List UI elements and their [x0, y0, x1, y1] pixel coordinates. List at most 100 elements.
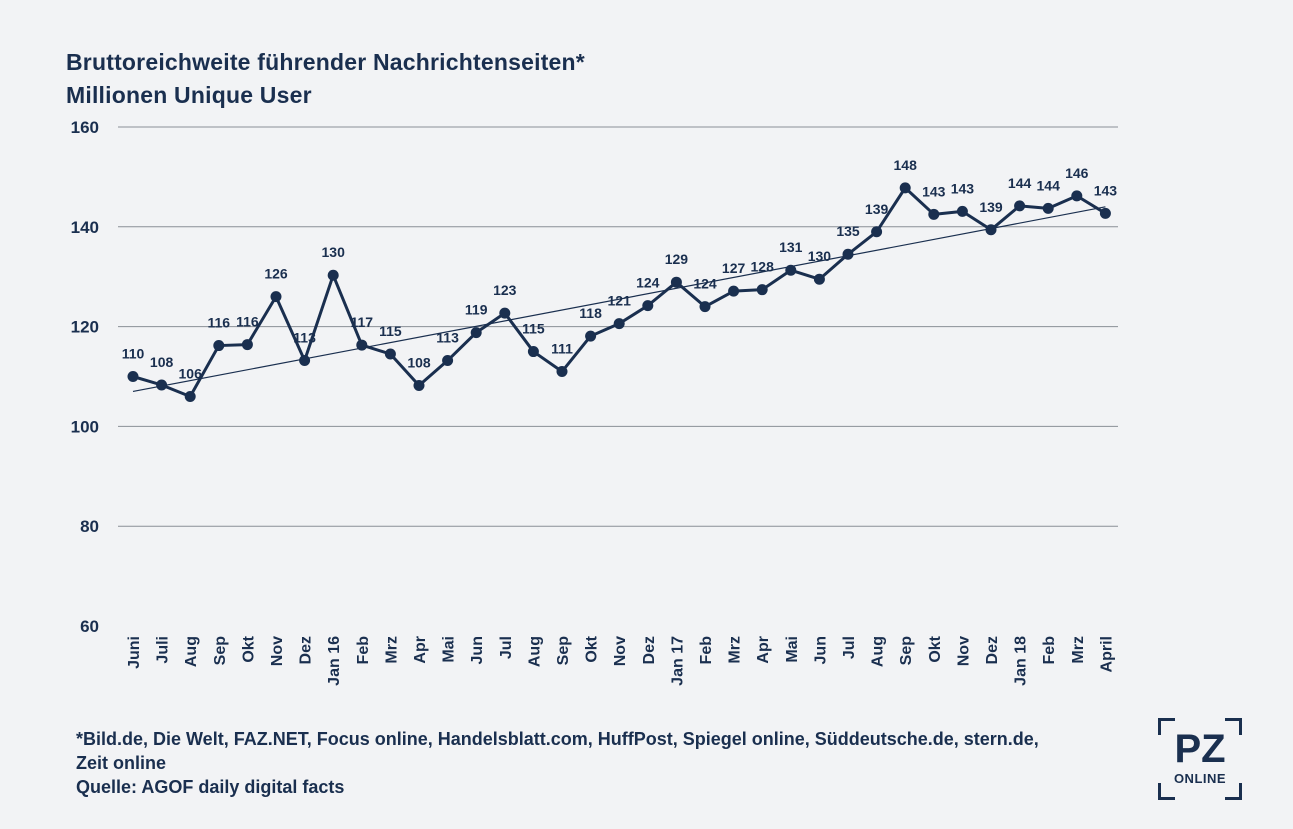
data-label: 113 — [293, 330, 316, 346]
x-tick-label: Jan 18 — [1013, 636, 1030, 686]
data-label: 124 — [636, 275, 660, 291]
x-tick-label: Okt — [240, 635, 257, 662]
chart-title-block: Bruttoreichweite führender Nachrichtense… — [66, 46, 585, 112]
y-tick-label: 140 — [71, 218, 99, 237]
logo-online-text: ONLINE — [1173, 771, 1227, 786]
x-tick-label: Sep — [898, 636, 915, 666]
y-tick-label: 160 — [71, 118, 99, 137]
data-label: 116 — [236, 314, 259, 330]
footnote-block: *Bild.de, Die Welt, FAZ.NET, Focus onlin… — [76, 727, 1039, 799]
x-tick-label: Mai — [784, 636, 801, 663]
data-label: 144 — [1037, 177, 1061, 193]
data-label: 146 — [1065, 165, 1089, 181]
data-point — [1042, 202, 1054, 214]
data-point — [213, 340, 225, 352]
chart-title: Bruttoreichweite führender Nachrichtense… — [66, 49, 585, 75]
data-point — [442, 355, 454, 367]
x-tick-label: Mrz — [1070, 636, 1087, 664]
data-point — [470, 327, 482, 339]
y-tick-label: 60 — [80, 617, 99, 636]
x-tick-label: Nov — [955, 636, 972, 666]
x-tick-label: Apr — [755, 636, 772, 664]
data-point — [728, 285, 740, 297]
logo-pz-text: PZ — [1174, 727, 1226, 771]
data-label: 131 — [779, 239, 803, 255]
data-label: 126 — [264, 266, 288, 282]
data-point — [241, 339, 253, 351]
data-label: 148 — [894, 157, 918, 173]
pz-online-logo: PZ ONLINE — [1158, 718, 1242, 800]
chart-subtitle: Millionen Unique User — [66, 82, 312, 108]
data-point — [270, 291, 282, 303]
data-label: 129 — [665, 251, 689, 267]
x-tick-label: Jul — [841, 636, 858, 659]
data-point — [527, 346, 539, 358]
footnote-sites: *Bild.de, Die Welt, FAZ.NET, Focus onlin… — [76, 729, 1039, 749]
data-point — [384, 348, 396, 360]
x-tick-label: April — [1098, 636, 1115, 672]
data-point — [899, 182, 911, 194]
x-tick-label: Dez — [298, 636, 315, 664]
y-tick-label: 100 — [71, 417, 99, 436]
x-tick-label: Apr — [412, 636, 429, 664]
data-point — [184, 390, 196, 402]
source-note: Quelle: AGOF daily digital facts — [76, 777, 345, 797]
data-point — [585, 330, 597, 342]
data-label: 119 — [465, 302, 488, 318]
x-tick-label: Juni — [126, 636, 143, 669]
data-point — [699, 301, 711, 313]
y-tick-label: 80 — [80, 517, 99, 536]
data-point — [785, 264, 797, 276]
data-label: 143 — [951, 180, 975, 196]
data-point — [956, 205, 968, 217]
x-tick-label: Feb — [698, 636, 715, 665]
data-label: 108 — [150, 354, 174, 370]
footnote-sites-cont: Zeit online — [76, 753, 166, 773]
x-tick-label: Okt — [584, 635, 601, 662]
x-tick-label: Dez — [641, 636, 658, 664]
x-tick-label: Jun — [469, 636, 486, 664]
data-label: 135 — [836, 223, 860, 239]
x-tick-label: Nov — [612, 636, 629, 666]
data-point — [556, 366, 568, 378]
data-label: 128 — [751, 259, 775, 275]
data-label: 124 — [693, 276, 717, 292]
x-tick-label: Jul — [498, 636, 515, 659]
data-label: 143 — [922, 183, 946, 199]
data-label: 143 — [1094, 182, 1118, 198]
data-point — [299, 355, 311, 367]
data-point — [613, 318, 625, 330]
data-point — [356, 339, 368, 351]
x-tick-label: Sep — [212, 636, 229, 666]
data-label: 115 — [379, 323, 402, 339]
data-point — [871, 226, 883, 238]
data-point — [642, 300, 654, 312]
trendline — [132, 206, 1106, 393]
data-label: 144 — [1008, 175, 1032, 191]
data-point — [127, 371, 139, 382]
x-tick-label: Aug — [870, 636, 887, 667]
data-label: 110 — [122, 346, 145, 362]
data-label: 130 — [808, 248, 832, 264]
data-label: 113 — [436, 330, 459, 346]
data-label: 106 — [179, 365, 203, 381]
x-tick-label: Mrz — [727, 636, 744, 664]
x-tick-label: Aug — [526, 636, 543, 667]
x-tick-label: Feb — [355, 636, 372, 665]
x-tick-label: Jan 17 — [669, 636, 686, 686]
x-tick-label: Aug — [183, 636, 200, 667]
data-point — [985, 224, 997, 236]
data-label: 127 — [722, 260, 746, 276]
data-point — [156, 379, 168, 391]
data-label: 115 — [522, 321, 545, 337]
data-point — [327, 269, 339, 281]
x-tick-label: Mai — [441, 636, 458, 663]
data-label: 111 — [551, 341, 573, 357]
data-label: 121 — [608, 293, 632, 309]
data-label: 116 — [208, 315, 231, 331]
data-point — [499, 307, 511, 319]
data-point — [813, 273, 825, 285]
x-tick-label: Sep — [555, 636, 572, 666]
x-tick-label: Jun — [812, 636, 829, 664]
